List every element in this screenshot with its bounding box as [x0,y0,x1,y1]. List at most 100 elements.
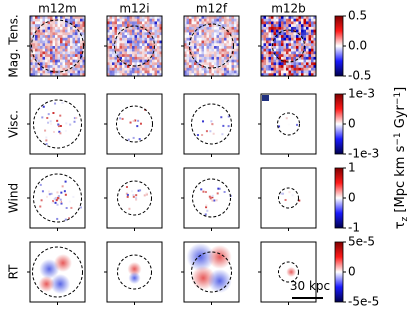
pixel [30,73,33,76]
colorbar-tick-label: -1 [348,221,360,235]
pixel [204,40,207,44]
pixel [301,67,304,71]
pixel [119,43,123,47]
pixel [308,62,312,66]
pixel [291,43,294,47]
pixel [82,16,85,20]
pixel [75,37,78,41]
pixel [221,56,225,60]
pixel [52,73,56,76]
pixel [70,18,73,22]
pixel [273,26,277,30]
pixel [201,43,205,47]
pixel [55,46,58,50]
pixel [301,48,304,52]
panel-image [107,16,162,76]
pixel [191,59,195,63]
pixel [62,73,66,76]
pixel [214,18,217,22]
pixel [62,35,66,39]
pixel [127,138,130,141]
pixel [214,48,217,52]
pixel [137,48,140,52]
pixel [139,65,143,69]
pixel [209,65,212,69]
pixel [157,73,160,76]
pixel [209,197,212,200]
pixel [80,18,83,22]
pixel [286,48,289,52]
pixel [52,62,56,66]
panel-image [184,168,239,228]
pixel [50,122,53,125]
pixel [159,21,162,25]
pixel [124,48,128,52]
pixel [30,32,33,36]
pixel [226,37,230,41]
pixel [68,200,71,203]
pixel [132,26,135,30]
pixel [57,65,61,69]
pixel [306,67,309,71]
pixel [281,24,284,28]
pixel [209,51,212,55]
pixel [224,37,227,41]
pixel [50,16,53,20]
pixel [144,40,148,44]
pixel [278,70,282,74]
pixel [296,54,299,58]
pixel [308,51,312,55]
pixel [65,70,68,74]
pixel [114,62,118,66]
pixel [214,73,217,76]
pixel [32,37,36,41]
pixel [60,46,63,50]
pixel [32,46,36,50]
pixel [114,29,118,33]
pixel [216,37,220,41]
pixel [216,24,220,28]
pixel [278,24,282,28]
pixel [273,54,277,58]
pixel [204,59,207,63]
pixel [154,48,158,52]
pixel [122,65,125,69]
pixel [224,56,227,60]
pixel [154,40,158,44]
pixel [306,46,309,50]
pixel [152,32,155,36]
pixel [191,46,195,50]
pixel [213,199,216,202]
pixel [266,18,269,22]
pixel [196,54,200,58]
pixel [313,62,316,66]
pixel [191,29,195,33]
pixel [219,67,222,71]
pixel [204,35,207,39]
pixel [139,56,143,60]
pixel [229,40,232,44]
pixel [219,21,222,25]
pixel [144,32,148,36]
pixel [194,24,197,28]
pixel [311,16,314,20]
pixel [109,21,113,25]
pixel [293,16,297,20]
pixel [263,70,267,74]
pixel [201,73,205,76]
pixel [214,59,217,63]
pixel [159,26,162,30]
pixel [65,62,68,66]
pixel [288,59,292,63]
pixel [82,65,85,69]
pixel [35,65,38,69]
pixel [40,43,43,47]
pixel [263,73,267,76]
radius-circle [272,29,305,63]
pixel [311,32,314,36]
pixel [142,65,145,69]
pixel [117,43,120,47]
pixel [306,54,309,58]
pixel [224,54,227,58]
pixel [42,56,46,60]
